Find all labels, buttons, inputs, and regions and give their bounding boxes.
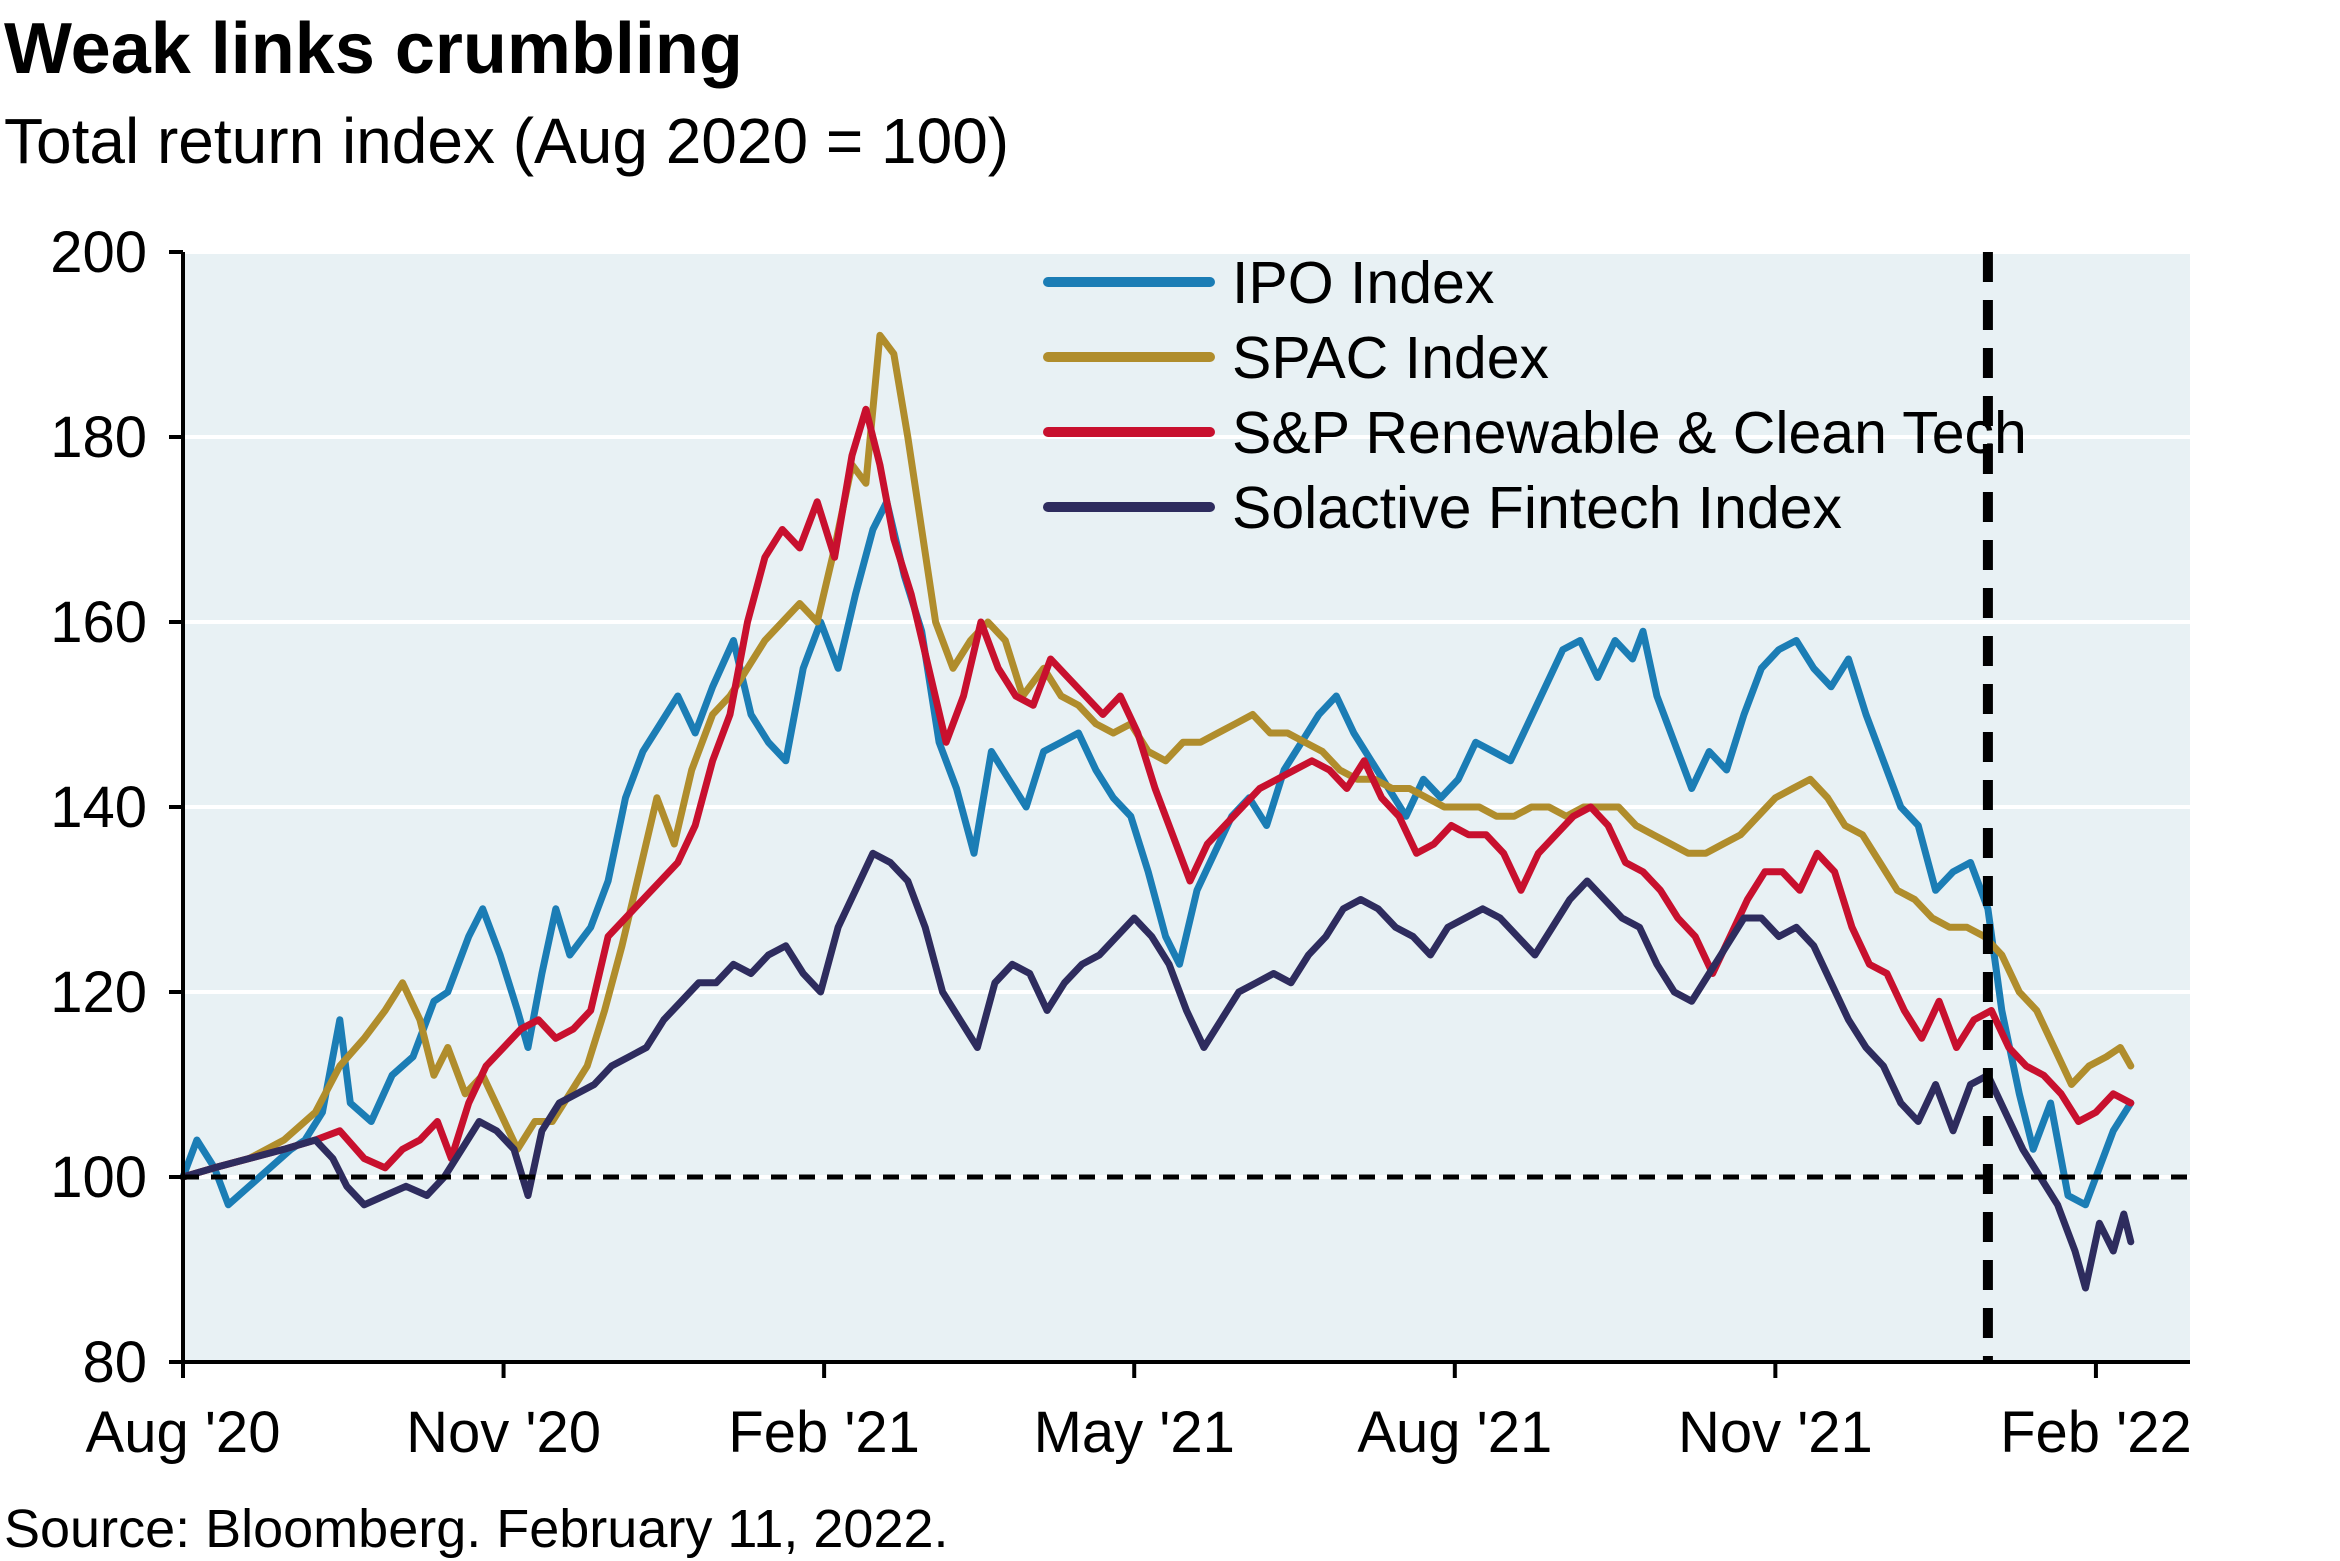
reference-lines [183, 252, 2190, 1362]
y-tick-label: 160 [50, 590, 147, 655]
y-tick-label: 180 [50, 405, 147, 470]
y-tick-label: 80 [82, 1330, 147, 1395]
source-note: Source: Bloomberg. February 11, 2022. [4, 1499, 949, 1559]
legend-label-2: SPAC Index [1232, 325, 1549, 391]
series-group [179, 331, 2135, 1292]
chart-subtitle: Total return index (Aug 2020 = 100) [4, 105, 1010, 177]
x-tick-label: Nov '20 [406, 1400, 601, 1465]
legend-label-4: Solactive Fintech Index [1232, 475, 1842, 541]
x-tick-label: Feb '22 [2000, 1400, 2192, 1465]
y-tick-label: 200 [50, 220, 147, 285]
y-tick-label: 120 [50, 960, 147, 1025]
legend-label-3: S&P Renewable & Clean Tech [1232, 400, 2027, 466]
axes: 80 100 120 140 160 180 200 Aug '20 Nov '20 Feb '2… [50, 220, 2192, 1465]
y-tick-label: 100 [50, 1145, 147, 1210]
legend-label-1: IPO Index [1232, 250, 1494, 316]
legend: IPO Index SPAC Index S&P Renewable & Clean… [1043, 250, 2027, 541]
x-tick-label: Feb '21 [728, 1400, 920, 1465]
series-line-1 [179, 498, 2135, 1209]
series-line-3 [179, 405, 2135, 1181]
x-tick-label: Aug '20 [86, 1400, 281, 1465]
series-line-4 [179, 849, 2135, 1292]
y-tick-label: 140 [50, 775, 147, 840]
x-tick-label: May '21 [1034, 1400, 1235, 1465]
x-tick-label: Aug '21 [1357, 1400, 1552, 1465]
x-tick-label: Nov '21 [1678, 1400, 1873, 1465]
chart-title: Weak links crumbling [4, 9, 743, 89]
series-line-2 [179, 331, 2135, 1181]
